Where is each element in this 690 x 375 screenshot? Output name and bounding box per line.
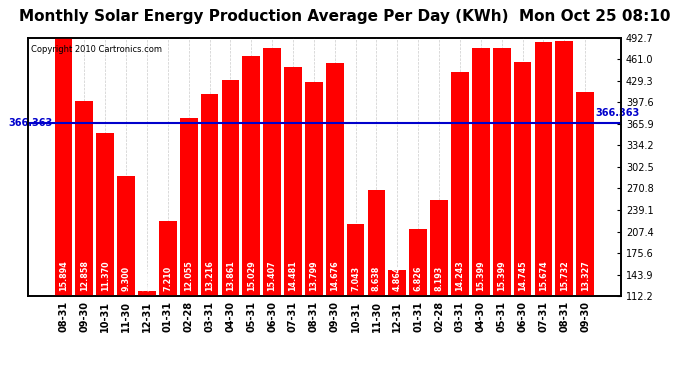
- Bar: [75, 102, 93, 372]
- Text: 7.210: 7.210: [164, 266, 172, 291]
- Text: 366.363: 366.363: [595, 108, 640, 118]
- Bar: [576, 92, 594, 372]
- Bar: [535, 42, 552, 372]
- Text: 15.894: 15.894: [59, 260, 68, 291]
- Text: 15.399: 15.399: [497, 260, 506, 291]
- Bar: [180, 118, 197, 372]
- Text: 14.481: 14.481: [288, 260, 297, 291]
- Bar: [555, 41, 573, 372]
- Bar: [97, 133, 114, 372]
- Bar: [472, 48, 490, 372]
- Bar: [264, 48, 281, 372]
- Text: 366.363: 366.363: [9, 118, 53, 128]
- Bar: [409, 229, 427, 372]
- Bar: [388, 270, 406, 372]
- Bar: [305, 82, 323, 372]
- Bar: [513, 62, 531, 372]
- Bar: [242, 56, 260, 372]
- Text: Monthly Solar Energy Production Average Per Day (KWh)  Mon Oct 25 08:10: Monthly Solar Energy Production Average …: [19, 9, 671, 24]
- Bar: [221, 80, 239, 372]
- Text: 15.407: 15.407: [268, 260, 277, 291]
- Text: 6.826: 6.826: [414, 266, 423, 291]
- Bar: [493, 48, 511, 372]
- Bar: [347, 224, 364, 372]
- Text: 15.399: 15.399: [476, 260, 485, 291]
- Text: Copyright 2010 Cartronics.com: Copyright 2010 Cartronics.com: [30, 45, 161, 54]
- Text: 8.193: 8.193: [435, 266, 444, 291]
- Bar: [368, 190, 385, 372]
- Bar: [138, 291, 156, 372]
- Text: 13.327: 13.327: [581, 260, 590, 291]
- Bar: [430, 200, 448, 372]
- Text: 4.864: 4.864: [393, 266, 402, 291]
- Text: 13.799: 13.799: [309, 260, 318, 291]
- Text: 9.300: 9.300: [121, 266, 130, 291]
- Bar: [159, 220, 177, 372]
- Text: 11.370: 11.370: [101, 260, 110, 291]
- Text: 13.216: 13.216: [205, 260, 214, 291]
- Text: 15.732: 15.732: [560, 260, 569, 291]
- Text: 14.243: 14.243: [455, 260, 464, 291]
- Bar: [201, 94, 219, 372]
- Text: 12.055: 12.055: [184, 260, 193, 291]
- Bar: [326, 63, 344, 372]
- Bar: [117, 177, 135, 372]
- Text: 7.043: 7.043: [351, 266, 360, 291]
- Text: 14.745: 14.745: [518, 260, 527, 291]
- Text: 14.676: 14.676: [331, 260, 339, 291]
- Bar: [55, 38, 72, 372]
- Text: 13.861: 13.861: [226, 260, 235, 291]
- Text: 15.674: 15.674: [539, 260, 548, 291]
- Text: 12.858: 12.858: [80, 260, 89, 291]
- Text: 8.638: 8.638: [372, 266, 381, 291]
- Bar: [451, 72, 469, 372]
- Text: 15.029: 15.029: [247, 260, 256, 291]
- Bar: [284, 67, 302, 372]
- Text: 3.861: 3.861: [142, 266, 151, 291]
